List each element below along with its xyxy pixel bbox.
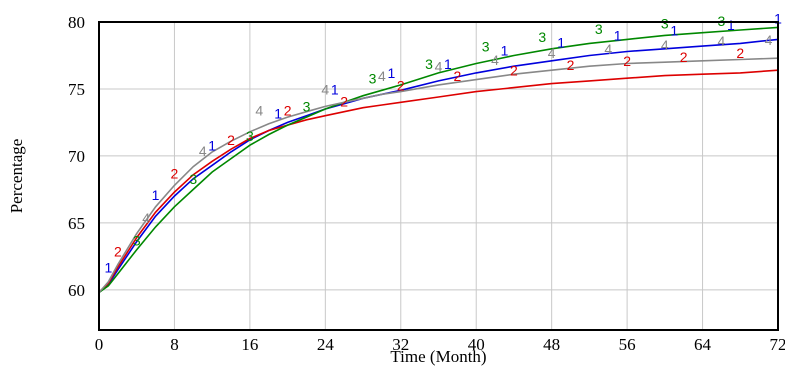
series-marker-1: 1 [557, 34, 565, 50]
series-marker-2: 2 [567, 57, 575, 73]
series-marker-3: 3 [189, 171, 197, 187]
y-tick-label: 80 [68, 13, 85, 32]
series-marker-1: 1 [444, 56, 452, 72]
series-marker-3: 3 [661, 16, 669, 32]
x-tick-labels: 0 8 16 24 32 40 48 56 64 72 [95, 335, 785, 354]
series-marker-3: 3 [303, 99, 311, 115]
series-marker-2: 2 [340, 93, 348, 109]
series-marker-3: 3 [369, 71, 377, 87]
x-tick-label: 40 [468, 335, 485, 354]
series-line-1 [98, 38, 779, 294]
series-marker-1: 1 [152, 187, 160, 203]
x-tick-label: 72 [770, 335, 785, 354]
series-marker-3: 3 [482, 38, 490, 54]
series-marker-1: 1 [501, 42, 509, 58]
y-axis-title: Percentage [7, 139, 26, 214]
series-marker-1: 1 [774, 10, 782, 26]
series-marker-4: 4 [378, 68, 386, 84]
y-tick-label: 60 [68, 281, 85, 300]
x-tick-label: 8 [170, 335, 179, 354]
series-marker-4: 4 [491, 52, 499, 68]
y-tick-label: 65 [68, 214, 85, 233]
x-tick-label: 64 [694, 335, 712, 354]
x-tick-label: 24 [317, 335, 335, 354]
series-marker-2: 2 [114, 243, 122, 259]
series-marker-4: 4 [661, 37, 669, 53]
series-marker-1: 1 [670, 22, 678, 38]
x-tick-label: 16 [241, 335, 258, 354]
series-marker-2: 2 [680, 49, 688, 65]
x-tick-label: 32 [392, 335, 409, 354]
series-marker-2: 2 [227, 132, 235, 148]
grid [99, 22, 778, 330]
series-marker-4: 4 [604, 41, 612, 57]
series-marker-2: 2 [284, 103, 292, 119]
x-tick-label: 0 [95, 335, 104, 354]
series-marker-1: 1 [387, 65, 395, 81]
series-marker-2: 2 [510, 63, 518, 79]
series-marker-1: 1 [614, 28, 622, 44]
series-marker-4: 4 [718, 33, 726, 49]
series-marker-4: 4 [199, 143, 207, 159]
x-tick-label: 56 [619, 335, 636, 354]
plot-frame [98, 21, 779, 331]
x-axis-title: Time (Month) [390, 347, 486, 366]
series-marker-2: 2 [397, 77, 405, 93]
series-marker-1: 1 [105, 259, 113, 275]
y-tick-label: 70 [68, 147, 85, 166]
series-marker-2: 2 [453, 68, 461, 84]
series-marker-4: 4 [548, 45, 556, 61]
series-marker-4: 4 [435, 59, 443, 75]
series-marker-3: 3 [595, 21, 603, 37]
series-line-2 [98, 69, 779, 294]
series-marker-1: 1 [274, 105, 282, 121]
series-marker-2: 2 [736, 45, 744, 61]
series-marker-4: 4 [142, 210, 150, 226]
series-marker-4: 4 [255, 103, 263, 119]
series-marker-1: 1 [727, 17, 735, 33]
series-marker-4: 4 [321, 81, 329, 97]
series-line-3 [98, 26, 779, 294]
series-marker-3: 3 [425, 56, 433, 72]
series-marker-3: 3 [246, 128, 254, 144]
series-marker-1: 1 [331, 81, 339, 97]
series-marker-3: 3 [133, 233, 141, 249]
series-line-4 [98, 57, 779, 294]
series-marker-2: 2 [171, 166, 179, 182]
series-marker-1: 1 [208, 138, 216, 154]
series-marker-2: 2 [623, 53, 631, 69]
series-marker-3: 3 [538, 29, 546, 45]
y-tick-label: 75 [68, 80, 85, 99]
y-tick-labels: 60 65 70 75 80 [68, 13, 85, 300]
series-lines [98, 26, 779, 294]
x-tick-label: 48 [543, 335, 560, 354]
series-marker-4: 4 [765, 32, 773, 48]
